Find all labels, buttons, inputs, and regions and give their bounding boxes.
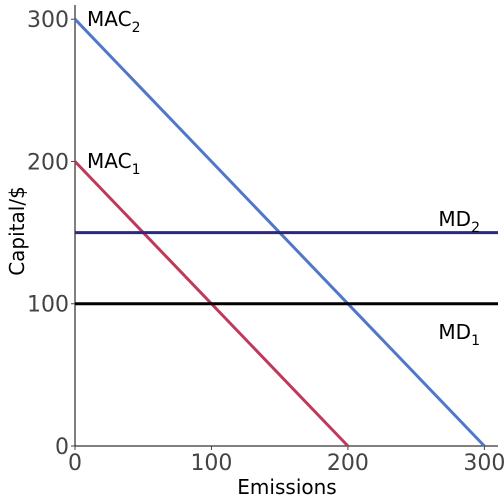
x-tick-label: 100	[190, 451, 232, 476]
series-label-md2: MD2	[438, 207, 480, 236]
series-lines	[73, 18, 498, 448]
series-labels: MAC2 MAC1 MD2 MD1	[87, 7, 480, 349]
y-tick-label: 0	[55, 435, 69, 460]
x-tick-label: 200	[327, 451, 369, 476]
x-axis-title: Emissions	[237, 475, 336, 499]
y-axis-title: Capital/$	[5, 186, 29, 276]
y-tick-label: 200	[27, 150, 69, 175]
x-tick-label: 300	[463, 451, 504, 476]
x-axis: 0 100 200 300	[68, 445, 504, 476]
series-label-md1: MD1	[438, 320, 480, 349]
x-tick-label: 0	[68, 451, 82, 476]
series-label-mac2: MAC2	[87, 7, 140, 36]
series-label-mac1: MAC1	[87, 149, 140, 178]
y-axis: 0 100 200 300	[27, 5, 76, 460]
y-tick-label: 100	[27, 293, 69, 318]
y-tick-label: 300	[27, 8, 69, 33]
